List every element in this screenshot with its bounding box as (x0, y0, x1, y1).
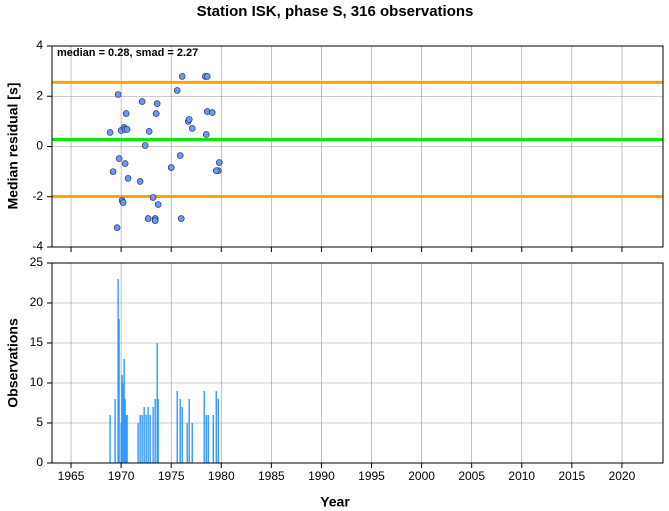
y-tick-label: 5 (36, 415, 43, 429)
annotation: median = 0.28, smad = 2.27 (57, 47, 198, 59)
bar (215, 391, 217, 463)
bar (137, 423, 139, 463)
point (136, 178, 144, 185)
bar (181, 407, 183, 463)
x-tick-label: 2020 (609, 469, 636, 483)
bar (109, 415, 111, 463)
plot-frame (51, 45, 664, 248)
bar (207, 415, 209, 463)
y-tick-label: 15 (30, 335, 44, 349)
x-tick-label: 2010 (508, 469, 535, 483)
x-tick-label: 1965 (58, 469, 85, 483)
point (144, 215, 152, 222)
point (121, 160, 129, 167)
point (178, 73, 186, 80)
point (114, 91, 122, 98)
bar (152, 407, 154, 463)
chart-title: Station ISK, phase S, 316 observations (197, 3, 474, 20)
bar (114, 399, 116, 463)
x-tick-label: 1980 (208, 469, 235, 483)
bar (217, 399, 219, 463)
y-axis-title: Median residual [s] (5, 83, 21, 210)
point (123, 126, 131, 133)
y-axis-title: Observations (5, 318, 21, 408)
point (152, 110, 160, 117)
x-tick-label: 1970 (108, 469, 135, 483)
bar (143, 407, 145, 463)
y-tick-label: 2 (36, 88, 43, 102)
point (177, 215, 185, 222)
y-tick-label: 0 (36, 139, 43, 153)
bar (154, 399, 156, 463)
bar (205, 415, 207, 463)
point (173, 87, 181, 94)
plot-frame (51, 262, 664, 464)
point (215, 159, 223, 166)
bar (157, 399, 159, 463)
bar (117, 279, 119, 463)
point (119, 199, 127, 206)
point (124, 175, 132, 182)
point (113, 224, 121, 231)
point (212, 167, 220, 174)
bar (126, 415, 128, 463)
x-tick-label: 1985 (258, 469, 285, 483)
bar (179, 399, 181, 463)
y-tick-label: 4 (36, 38, 43, 52)
point (138, 98, 146, 105)
point (154, 201, 162, 208)
bar (212, 415, 214, 463)
y-tick-label: -2 (32, 189, 43, 203)
x-tick-label: 1975 (158, 469, 185, 483)
bar (156, 343, 158, 463)
point (109, 168, 117, 175)
point (153, 100, 161, 107)
bar (203, 391, 205, 463)
point (202, 131, 210, 138)
y-tick-label: 10 (30, 375, 44, 389)
point (122, 110, 130, 117)
point (151, 217, 159, 224)
point (145, 128, 153, 135)
bar (188, 399, 190, 463)
x-axis-title: Year (320, 494, 350, 510)
y-tick-label: 0 (36, 455, 43, 469)
y-tick-label: 25 (30, 255, 44, 269)
point (185, 116, 193, 123)
point (188, 125, 196, 132)
point (208, 109, 216, 116)
x-tick-label: 2015 (558, 469, 585, 483)
bar (123, 359, 125, 463)
point (167, 164, 175, 171)
y-tick-label: 20 (30, 295, 44, 309)
bar (118, 319, 120, 463)
bar (120, 423, 122, 463)
bar (125, 415, 127, 463)
bar (191, 423, 193, 463)
point (141, 142, 149, 149)
point (106, 129, 114, 136)
bar (141, 415, 143, 463)
bar (149, 415, 151, 463)
bar (121, 375, 123, 463)
point (115, 155, 123, 162)
x-tick-label: 1990 (308, 469, 335, 483)
x-tick-label: 2005 (458, 469, 485, 483)
bar (145, 415, 147, 463)
bar (124, 399, 126, 463)
bar (139, 415, 141, 463)
bar (147, 407, 149, 463)
bar (122, 383, 124, 463)
x-tick-label: 1995 (358, 469, 385, 483)
bar (176, 391, 178, 463)
y-tick-label: -4 (32, 239, 43, 253)
point (203, 73, 211, 80)
x-tick-label: 2000 (408, 469, 435, 483)
bar (186, 423, 188, 463)
point (149, 194, 157, 201)
point (176, 152, 184, 159)
